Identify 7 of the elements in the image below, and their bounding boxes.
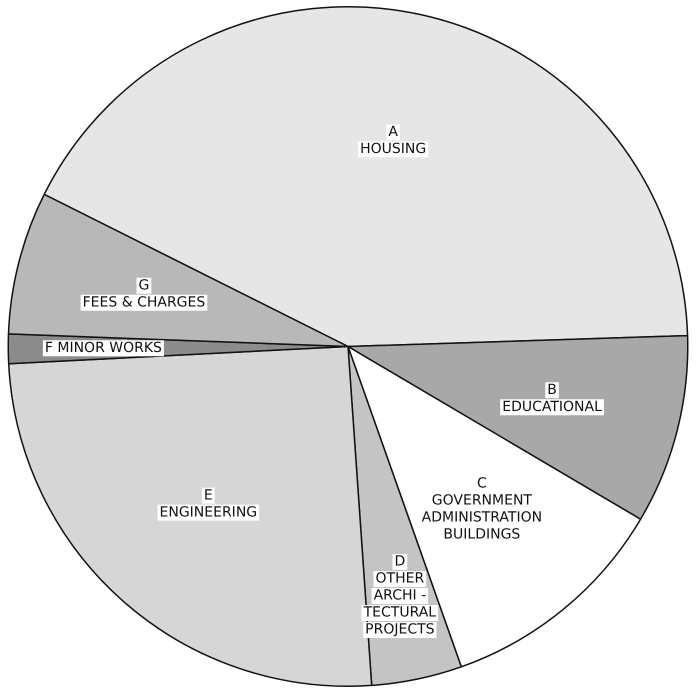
slice-label: G FEES & CHARGES bbox=[82, 277, 206, 310]
slice-label: E ENGINEERING bbox=[159, 487, 258, 520]
slice-label: D OTHER ARCHI - TECTURAL PROJECTS bbox=[362, 554, 436, 638]
slice-label: A HOUSING bbox=[360, 124, 426, 157]
slice-label: F MINOR WORKS bbox=[44, 340, 162, 356]
slice-label: B EDUCATIONAL bbox=[502, 382, 602, 415]
slice-label: C GOVERNMENT ADMINISTRATION BUILDINGS bbox=[422, 475, 542, 542]
